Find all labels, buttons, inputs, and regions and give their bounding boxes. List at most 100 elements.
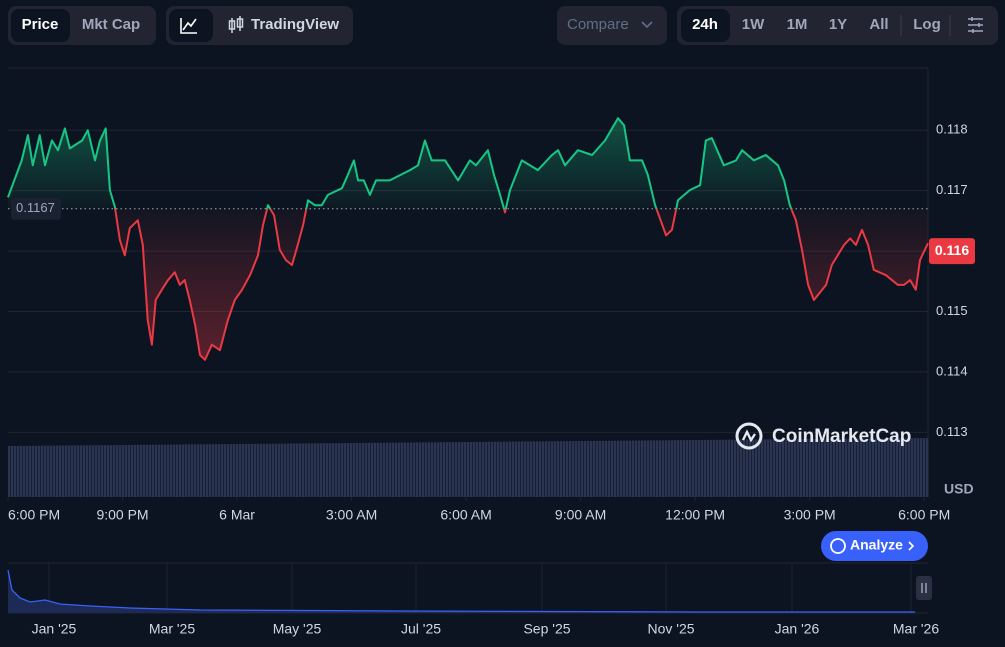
volume-bar bbox=[581, 441, 584, 497]
volume-bar bbox=[242, 443, 245, 497]
navigator-handle[interactable] bbox=[916, 576, 932, 600]
volume-bar bbox=[926, 438, 929, 497]
watermark-logo bbox=[735, 422, 763, 450]
volume-bar bbox=[845, 438, 848, 497]
navigator-area bbox=[8, 570, 915, 613]
volume-bar bbox=[389, 442, 392, 497]
x-tick-label: 3:00 AM bbox=[326, 507, 377, 523]
volume-bar bbox=[704, 439, 707, 497]
volume-bar bbox=[413, 442, 416, 497]
volume-bar bbox=[587, 440, 590, 497]
volume-bar bbox=[653, 440, 656, 497]
volume-bar bbox=[83, 445, 86, 497]
volume-bar bbox=[176, 444, 179, 497]
volume-bar bbox=[749, 439, 752, 497]
volume-bar bbox=[65, 445, 68, 497]
volume-bar bbox=[536, 441, 539, 497]
reference-label: 0.1167 bbox=[16, 200, 55, 215]
volume-bar bbox=[782, 439, 785, 497]
settings-icon[interactable] bbox=[968, 17, 983, 33]
volume-bar bbox=[383, 442, 386, 497]
log-button[interactable]: Log bbox=[913, 16, 941, 33]
volume-bar bbox=[152, 444, 155, 497]
volume-bar bbox=[755, 439, 758, 497]
volume-bar bbox=[761, 439, 764, 497]
analyze-label[interactable]: Analyze bbox=[850, 537, 903, 553]
range-button[interactable]: 1M bbox=[787, 16, 808, 33]
volume-bar bbox=[869, 438, 872, 497]
volume-bar bbox=[611, 440, 614, 497]
navigator-tick-label: May '25 bbox=[273, 621, 322, 637]
volume-bar bbox=[230, 444, 233, 497]
volume-bar bbox=[527, 441, 530, 497]
volume-bar bbox=[776, 439, 779, 497]
navigator-tick-label: Nov '25 bbox=[647, 621, 694, 637]
navigator-tick-label: Mar '26 bbox=[893, 621, 939, 637]
compare-dropdown[interactable]: Compare bbox=[567, 16, 629, 33]
volume-bar bbox=[29, 445, 32, 497]
volume-bar bbox=[473, 441, 476, 497]
volume-bar bbox=[905, 438, 908, 497]
volume-bar bbox=[656, 440, 659, 497]
compare-box[interactable] bbox=[557, 6, 667, 45]
volume-bar bbox=[794, 439, 797, 497]
range-button[interactable]: All bbox=[869, 16, 888, 33]
volume-bar bbox=[455, 442, 458, 497]
volume-bar bbox=[806, 439, 809, 497]
volume-bar bbox=[746, 439, 749, 497]
volume-bar bbox=[494, 441, 497, 497]
volume-bar bbox=[8, 446, 11, 497]
volume-bar bbox=[533, 441, 536, 497]
volume-bar bbox=[368, 442, 371, 497]
active-tab[interactable] bbox=[11, 9, 70, 42]
volume-bar bbox=[299, 443, 302, 497]
range-button[interactable]: 1W bbox=[742, 16, 765, 33]
volume-bar bbox=[812, 439, 815, 497]
volume-bar bbox=[818, 438, 821, 497]
volume-bar bbox=[740, 439, 743, 497]
volume-bar bbox=[251, 443, 254, 497]
volume-bar bbox=[11, 445, 14, 497]
volume-bar bbox=[896, 438, 899, 497]
volume-bar bbox=[479, 441, 482, 497]
volume-bar bbox=[104, 445, 107, 497]
volume-bar bbox=[833, 438, 836, 497]
y-tick-label: 0.115 bbox=[936, 303, 968, 318]
volume-bar bbox=[809, 439, 812, 497]
volume-bar bbox=[608, 440, 611, 497]
volume-bar bbox=[236, 444, 239, 497]
range-button[interactable]: 24h bbox=[692, 16, 718, 33]
metric-tab[interactable]: Mkt Cap bbox=[82, 16, 140, 33]
x-tick-label: 6:00 PM bbox=[8, 507, 60, 523]
metric-tab[interactable]: Price bbox=[22, 16, 59, 33]
range-button[interactable]: 1Y bbox=[829, 16, 847, 33]
volume-bar bbox=[386, 442, 389, 497]
active-range[interactable] bbox=[681, 9, 730, 42]
volume-bar bbox=[281, 443, 284, 497]
volume-bar bbox=[725, 439, 728, 497]
y-tick-label: 0.113 bbox=[936, 424, 968, 439]
volume-bar bbox=[377, 442, 380, 497]
volume-bar bbox=[575, 441, 578, 497]
chevron bbox=[641, 21, 653, 29]
volume-bar bbox=[47, 445, 50, 497]
volume-bar bbox=[815, 438, 818, 497]
volume-bar bbox=[344, 443, 347, 497]
volume-bar bbox=[101, 445, 104, 497]
volume-bar bbox=[128, 444, 131, 497]
volume-bar bbox=[416, 442, 419, 497]
volume-bar bbox=[224, 444, 227, 497]
volume-bar bbox=[161, 444, 164, 497]
volume-bar bbox=[374, 442, 377, 497]
volume-bar bbox=[914, 438, 917, 497]
volume-bar bbox=[185, 444, 188, 497]
volume-bar bbox=[332, 443, 335, 497]
volume-bar bbox=[23, 445, 26, 497]
analyze-button[interactable] bbox=[821, 531, 928, 561]
volume-bar bbox=[695, 440, 698, 497]
volume-bar bbox=[737, 439, 740, 497]
volume-bar bbox=[284, 443, 287, 497]
volume-bar bbox=[872, 438, 875, 497]
tradingview-button[interactable]: TradingView bbox=[251, 16, 339, 33]
volume-bar bbox=[92, 445, 95, 497]
